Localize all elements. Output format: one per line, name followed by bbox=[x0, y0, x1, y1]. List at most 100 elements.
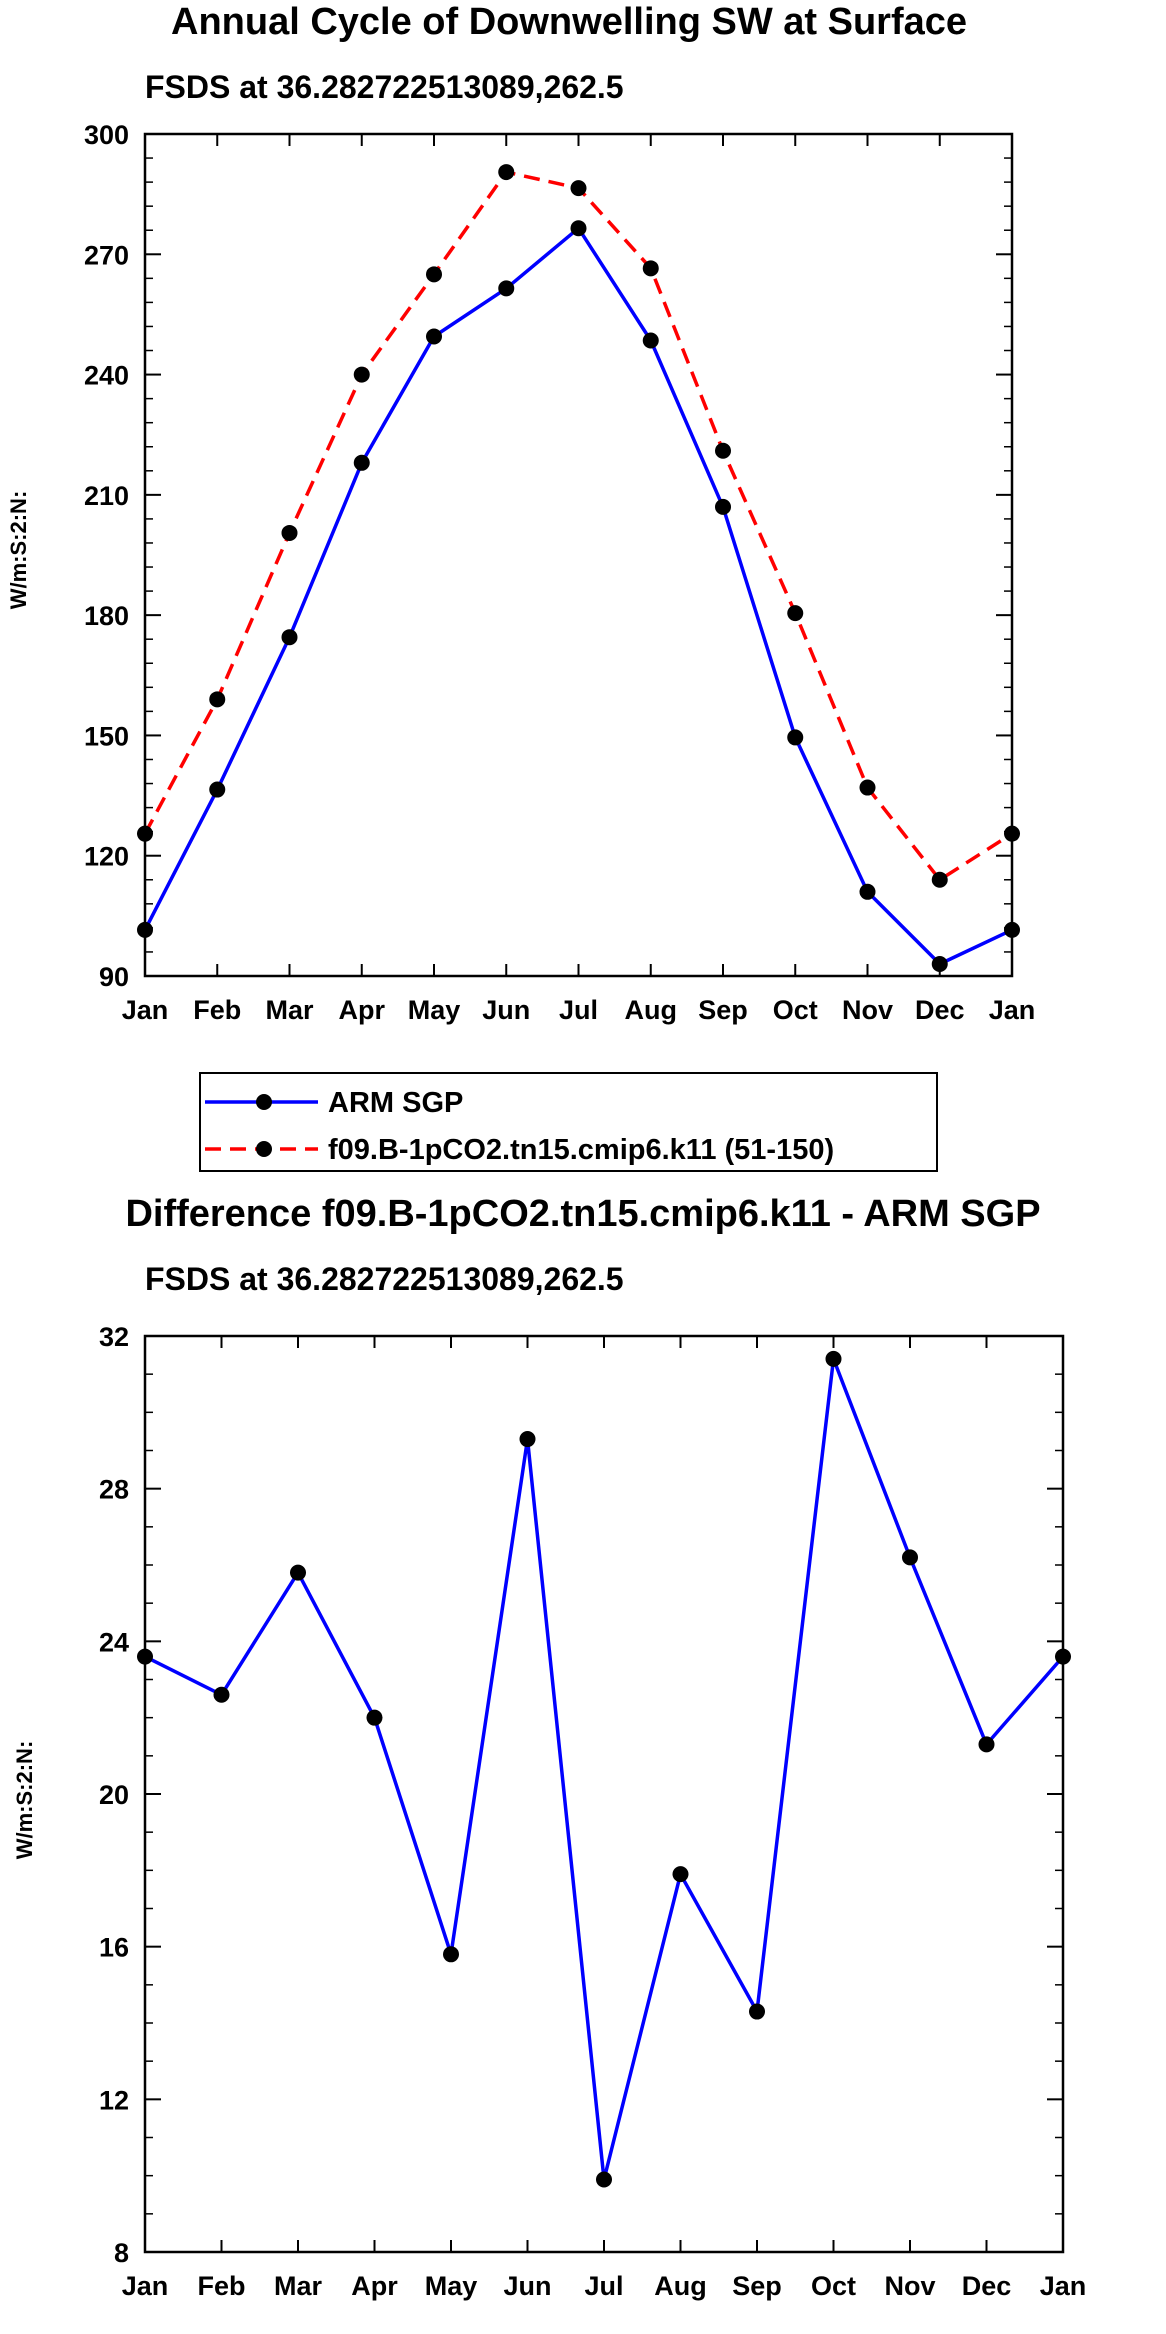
y-tick-label: 240 bbox=[84, 361, 129, 391]
data-point bbox=[859, 883, 876, 900]
y-tick-label: 120 bbox=[84, 842, 129, 872]
data-point bbox=[209, 781, 226, 798]
data-point bbox=[825, 1350, 842, 1367]
y-tick-label: 150 bbox=[84, 721, 129, 751]
x-tick-label: May bbox=[408, 995, 461, 1025]
y-tick-label: 12 bbox=[99, 2085, 129, 2115]
data-point bbox=[642, 260, 659, 277]
x-tick-label: May bbox=[425, 2271, 478, 2301]
x-tick-label: Oct bbox=[811, 2271, 856, 2301]
data-point bbox=[366, 1709, 383, 1726]
series-line-0 bbox=[143, 226, 1013, 966]
series-line-1 bbox=[143, 170, 1013, 882]
data-point bbox=[642, 332, 659, 349]
data-point bbox=[426, 328, 442, 345]
y-tick-label: 32 bbox=[99, 1322, 129, 1352]
data-point bbox=[353, 454, 370, 471]
x-tick-label: Apr bbox=[351, 2271, 398, 2301]
x-tick-label: Mar bbox=[265, 995, 314, 1025]
y-tick-label: 8 bbox=[114, 2238, 129, 2268]
data-point bbox=[715, 498, 731, 515]
data-point bbox=[859, 779, 876, 796]
x-tick-label: Jan bbox=[1040, 2271, 1087, 2301]
y-tick-label: 16 bbox=[99, 1933, 129, 1963]
data-point bbox=[902, 1549, 918, 1566]
data-point bbox=[1004, 921, 1020, 938]
chart1-legend: ARM SGP f09.B-1pCO2.tn15.cmip6.k11 (51-1… bbox=[199, 1072, 938, 1172]
y-tick-label: 90 bbox=[99, 962, 129, 992]
data-point bbox=[498, 164, 515, 181]
chart2-plot: Jan Feb Mar Apr May Jun Jul Aug Sep Oct Nov Dec Jan8… bbox=[99, 1322, 1086, 2301]
x-tick-label: Mar bbox=[274, 2271, 323, 2301]
y-tick-label: 20 bbox=[99, 1780, 129, 1810]
data-point bbox=[213, 1686, 230, 1703]
data-point bbox=[1055, 1648, 1071, 1665]
x-tick-label: Aug bbox=[654, 2271, 706, 2301]
chart2-ylabel: W/m:S:2:N: bbox=[12, 1741, 37, 1860]
x-tick-label: Jul bbox=[584, 2271, 623, 2301]
data-point bbox=[353, 366, 370, 383]
x-tick-label: Aug bbox=[625, 995, 677, 1025]
y-tick-label: 210 bbox=[84, 481, 129, 511]
chart1-subtitle: FSDS at 36.282722513089,262.5 bbox=[145, 69, 624, 105]
x-tick-label: Feb bbox=[193, 995, 241, 1025]
data-point bbox=[978, 1736, 995, 1753]
y-tick-label: 28 bbox=[99, 1475, 129, 1505]
x-tick-label: Oct bbox=[773, 995, 818, 1025]
y-tick-label: 270 bbox=[84, 240, 129, 270]
y-tick-label: 24 bbox=[99, 1627, 129, 1657]
data-point bbox=[570, 180, 587, 197]
data-point bbox=[209, 691, 226, 708]
data-point bbox=[749, 2003, 765, 2020]
x-tick-label: Jan bbox=[122, 995, 169, 1025]
data-point bbox=[137, 921, 153, 938]
data-point bbox=[498, 280, 515, 297]
x-tick-label: Jan bbox=[989, 995, 1036, 1025]
data-point bbox=[787, 729, 804, 746]
legend-marker-model bbox=[256, 1141, 272, 1157]
data-point bbox=[290, 1564, 306, 1581]
data-point bbox=[426, 266, 442, 283]
data-point bbox=[787, 605, 804, 622]
chart1-title: Annual Cycle of Downwelling SW at Surfac… bbox=[171, 1, 967, 43]
x-tick-label: Jun bbox=[482, 995, 530, 1025]
x-tick-label: Nov bbox=[884, 2271, 935, 2301]
plot-frame bbox=[143, 132, 1014, 978]
x-tick-label: Sep bbox=[732, 2271, 782, 2301]
plot-frame bbox=[143, 1334, 1065, 2254]
legend-label-model: f09.B-1pCO2.tn15.cmip6.k11 (51-150) bbox=[328, 1134, 834, 1166]
data-point bbox=[281, 629, 298, 646]
data-point bbox=[931, 871, 948, 888]
data-point bbox=[596, 2171, 612, 2188]
data-point bbox=[519, 1431, 536, 1448]
x-tick-label: Sep bbox=[698, 995, 748, 1025]
x-tick-label: Nov bbox=[842, 995, 893, 1025]
chart2-title: Difference f09.B-1pCO2.tn15.cmip6.k11 - … bbox=[125, 1193, 1040, 1235]
data-point bbox=[570, 220, 587, 237]
y-tick-label: 180 bbox=[84, 601, 129, 631]
data-point bbox=[443, 1946, 459, 1963]
data-point bbox=[931, 955, 948, 972]
data-point bbox=[1004, 825, 1020, 842]
x-tick-label: Dec bbox=[915, 995, 965, 1025]
x-tick-label: Jul bbox=[559, 995, 598, 1025]
x-tick-label: Jan bbox=[122, 2271, 169, 2301]
legend-box bbox=[199, 1072, 938, 1172]
data-point bbox=[672, 1866, 689, 1883]
y-tick-label: 300 bbox=[84, 120, 129, 150]
x-tick-label: Apr bbox=[339, 995, 386, 1025]
data-point bbox=[137, 825, 153, 842]
chart2-subtitle: FSDS at 36.282722513089,262.5 bbox=[145, 1261, 624, 1297]
legend-label-arm: ARM SGP bbox=[328, 1087, 463, 1119]
legend-marker-arm bbox=[256, 1094, 272, 1110]
x-tick-label: Feb bbox=[197, 2271, 245, 2301]
chart1-ylabel: W/m:S:2:N: bbox=[6, 491, 31, 610]
chart1-plot: Jan Feb Mar Apr May Jun Jul Aug Sep Oct Nov Dec Jan9… bbox=[84, 120, 1035, 1025]
x-tick-label: Dec bbox=[962, 2271, 1012, 2301]
x-tick-label: Jun bbox=[503, 2271, 551, 2301]
data-point bbox=[715, 442, 731, 459]
data-point bbox=[281, 524, 298, 541]
series-line-0 bbox=[144, 1357, 1065, 2182]
data-point bbox=[137, 1648, 153, 1665]
